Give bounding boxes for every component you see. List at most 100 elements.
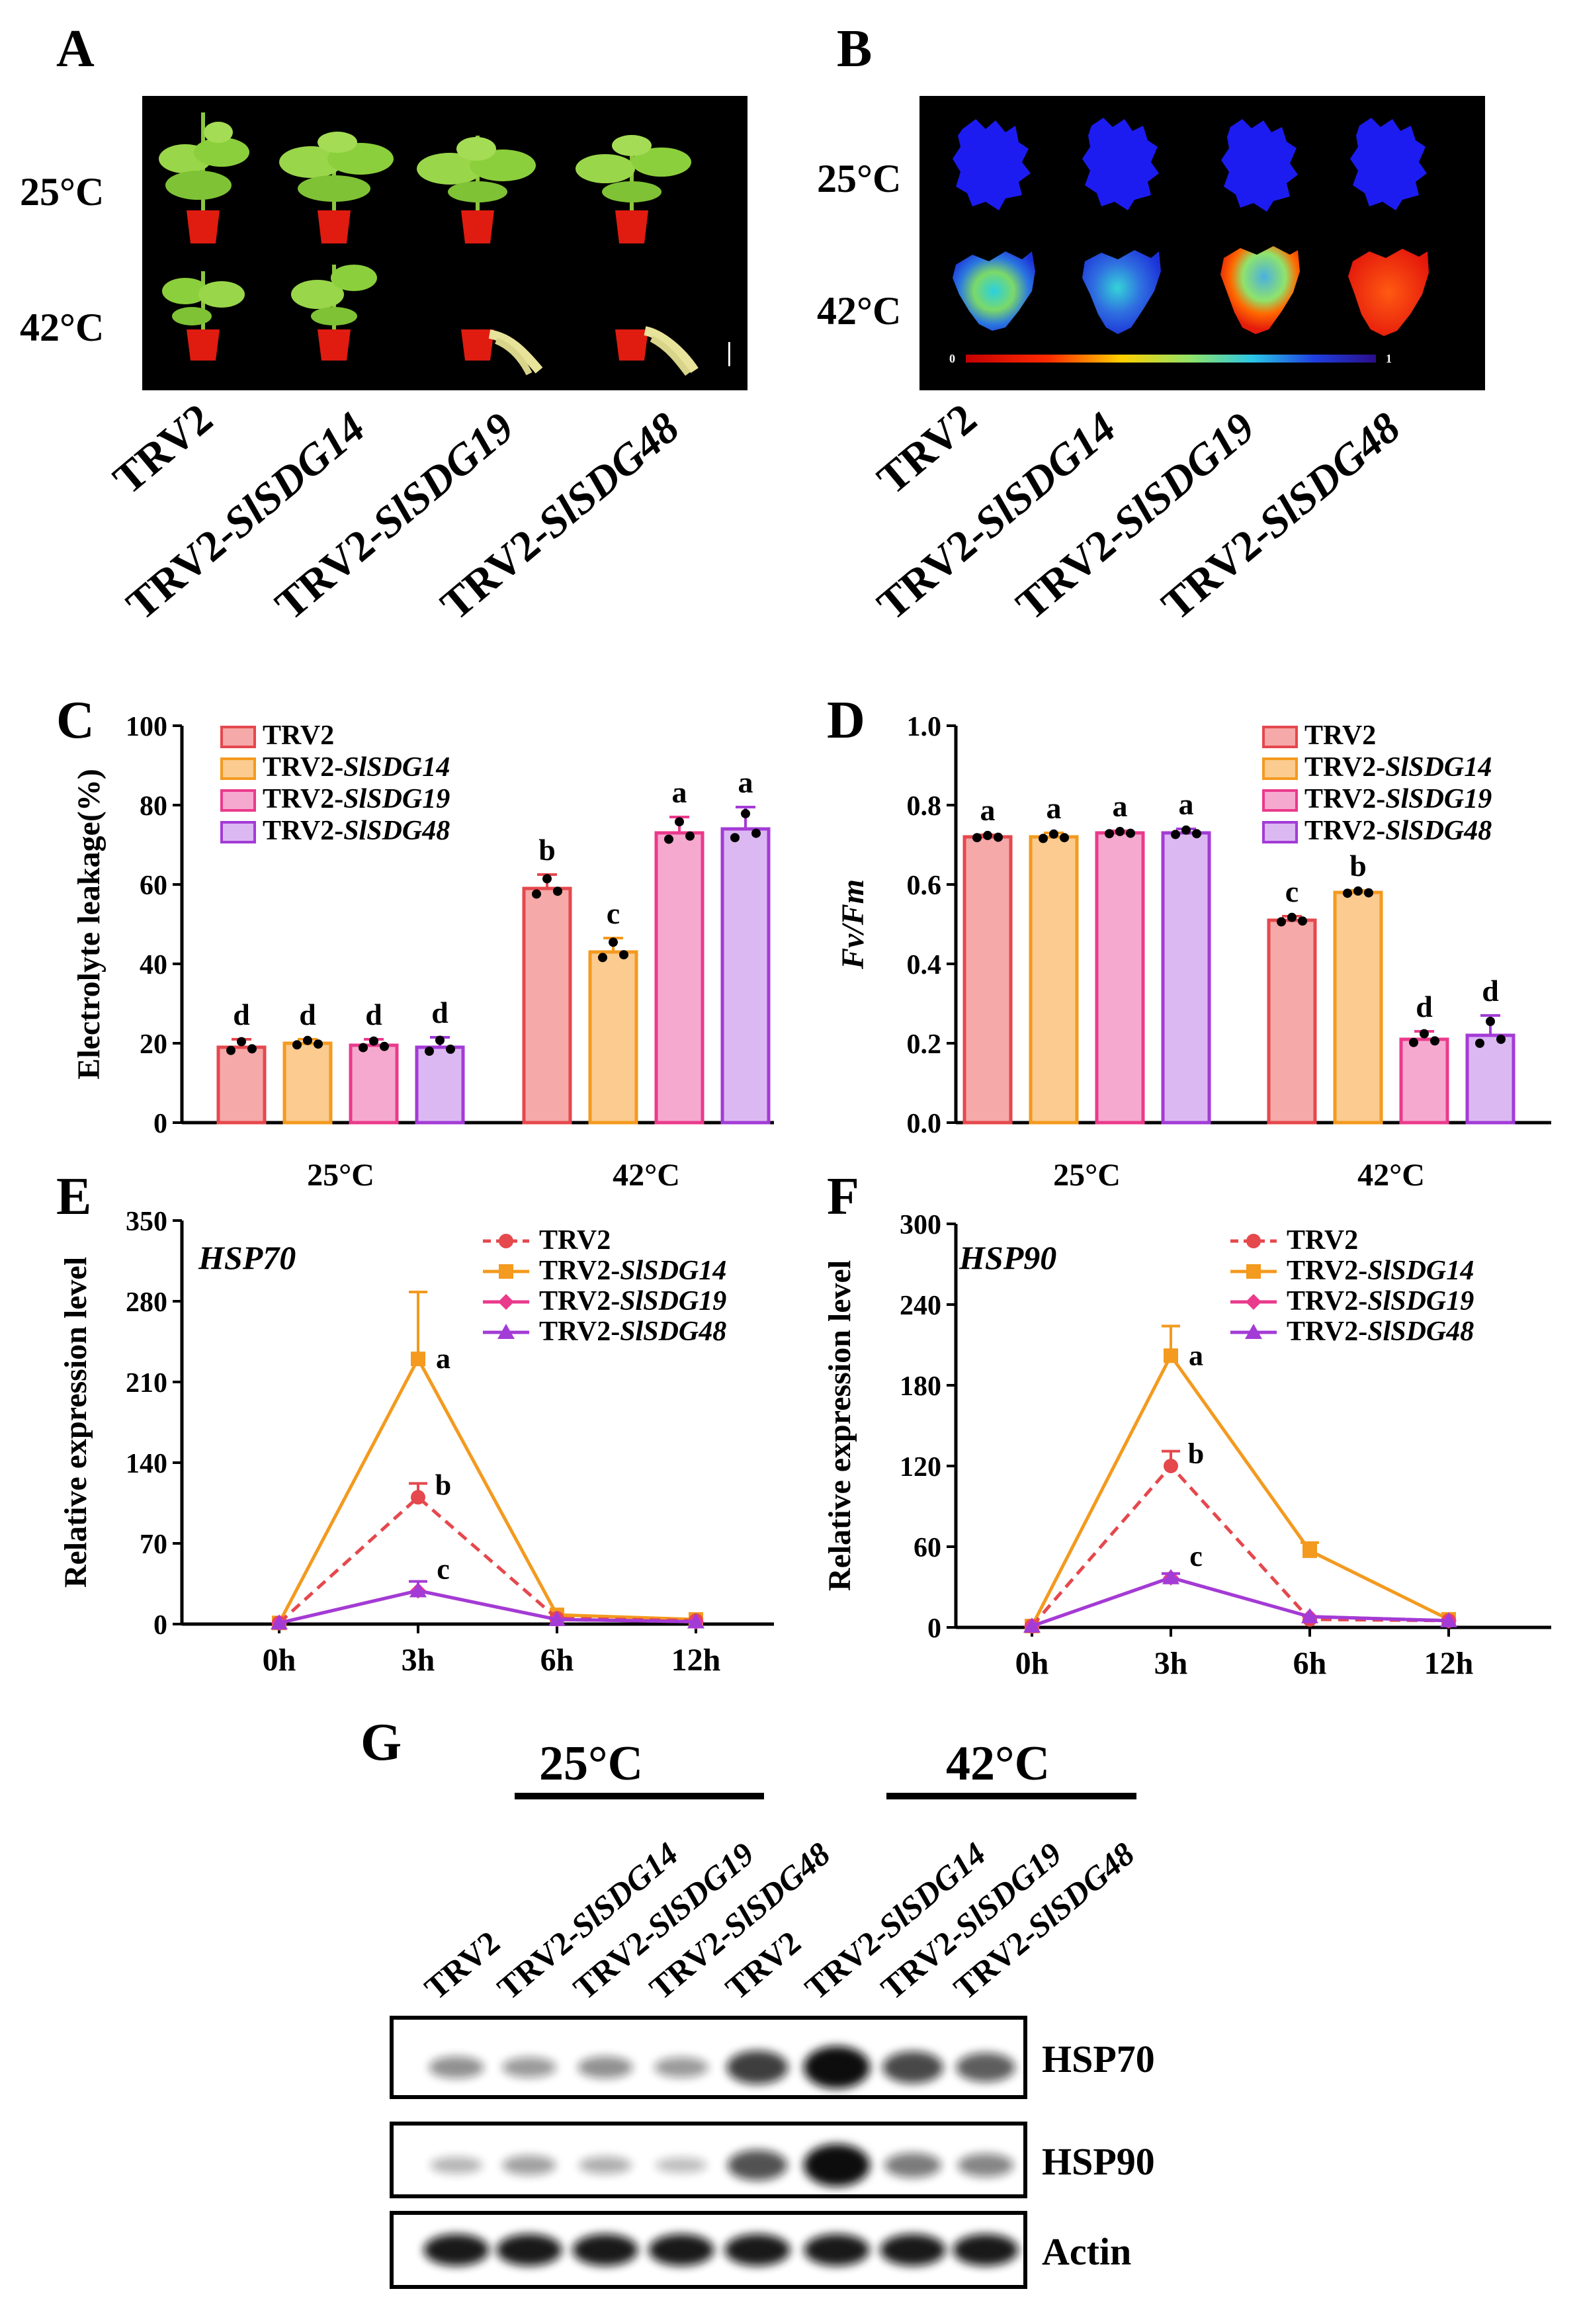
data-point — [1171, 830, 1180, 839]
blot-row-label: HSP90 — [1042, 2140, 1155, 2183]
panel-b-label-sdg19: TRV2-SlSDG19 — [1007, 403, 1264, 629]
blot-band — [957, 2153, 1014, 2177]
panel-label-G: G — [361, 1713, 402, 1772]
data-point — [292, 1040, 302, 1050]
data-point — [1364, 888, 1373, 898]
data-marker — [1162, 1569, 1179, 1584]
blot-band — [577, 2056, 633, 2079]
bar — [1267, 918, 1317, 1125]
x-tick-label: 6h — [1293, 1646, 1327, 1681]
legend-label: TRV2 — [539, 1225, 611, 1256]
bar — [1161, 831, 1211, 1125]
legend-label: TRV2-SlSDG48 — [1304, 816, 1492, 846]
panel-label-E: E — [56, 1168, 91, 1226]
bar — [282, 1041, 333, 1125]
legend-marker — [497, 1324, 515, 1339]
colorbar — [966, 355, 1376, 363]
x-tick-label: 0h — [263, 1643, 296, 1678]
leaf-42c-trv2 — [953, 251, 1035, 331]
panel-g-western-blot: 25°C 42°C TRV2TRV2-SlSDG14TRV2-SlSDG19TR… — [390, 1737, 1155, 2289]
data-point — [598, 953, 607, 963]
y-axis-label: Fv/Fm — [835, 879, 871, 970]
legend-label: TRV2-SlSDG19 — [539, 1286, 726, 1316]
data-point — [619, 950, 628, 960]
bar — [1095, 831, 1145, 1125]
y-tick-label: 0.8 — [907, 791, 942, 822]
data-point — [303, 1035, 312, 1045]
legend-marker — [499, 1234, 513, 1248]
data-point — [685, 831, 695, 841]
series-line — [1031, 1463, 1449, 1627]
data-point — [609, 937, 618, 947]
data-marker — [687, 1613, 704, 1629]
legend-marker — [1246, 1234, 1261, 1248]
lane-label: TRV2 — [417, 1924, 507, 2007]
bar — [962, 835, 1013, 1125]
plant-25c-trv2 — [159, 112, 249, 243]
bar — [216, 1045, 267, 1125]
bar — [654, 831, 704, 1125]
legend-swatch — [220, 789, 256, 812]
data-point — [1181, 825, 1191, 835]
significance-letter: b — [435, 1469, 451, 1501]
significance-letter: c — [437, 1553, 450, 1585]
data-point — [247, 1044, 257, 1054]
significance-letter: d — [1482, 974, 1499, 1008]
plant-42c-trv2 — [162, 271, 245, 361]
chart-c-electrolyte-leakage: 0 20 40 60 80 100 Electrolyte leakage(%) d d d d 25… — [71, 712, 774, 1193]
legend-label: TRV2-SlSDG48 — [539, 1316, 726, 1347]
data-marker — [1164, 1348, 1178, 1363]
y-tick-label: 0.4 — [907, 950, 942, 980]
data-point — [237, 1037, 246, 1047]
y-tick-label: 0 — [153, 1610, 167, 1641]
panel-a-label-trv2: TRV2 — [105, 394, 222, 503]
significance-letter: d — [1416, 990, 1433, 1023]
x-tick-label: 42°C — [613, 1158, 680, 1193]
data-point — [1287, 912, 1297, 922]
y-tick-label: 350 — [126, 1207, 167, 1237]
blot-band — [496, 2234, 562, 2266]
x-tick-label: 12h — [671, 1643, 721, 1678]
blot-band — [654, 2057, 708, 2078]
data-point — [532, 889, 541, 899]
blot-band — [430, 2157, 483, 2174]
legend-marker — [499, 1264, 513, 1279]
plant-42c-sdg19 — [461, 329, 543, 376]
y-tick-label: 180 — [900, 1371, 941, 1402]
plant-25c-sdg48 — [576, 135, 691, 243]
y-tick-label: 0 — [153, 1109, 167, 1139]
legend-label: TRV2-SlSDG14 — [263, 752, 450, 783]
y-axis-label: Relative expression level — [822, 1260, 857, 1591]
y-tick-label: 100 — [126, 712, 167, 742]
panel-b-label-trv2: TRV2 — [869, 394, 986, 503]
blot-band — [953, 2234, 1019, 2266]
blot-band — [726, 2050, 789, 2085]
leaf-42c-sdg19 — [1220, 246, 1300, 334]
y-tick-label: 0.2 — [907, 1029, 942, 1060]
panel-a-photo: | — [142, 96, 747, 390]
y-tick-label: 0.0 — [907, 1109, 942, 1139]
blot-band — [804, 2046, 870, 2088]
legend-marker — [1246, 1264, 1261, 1279]
legend-label: TRV2 — [1304, 720, 1376, 751]
bar — [720, 827, 771, 1125]
x-tick-label: 6h — [540, 1643, 574, 1678]
y-tick-label: 70 — [140, 1529, 167, 1560]
data-point — [1115, 826, 1125, 836]
blot-band — [579, 2156, 632, 2174]
leaf-42c-sdg14 — [1082, 250, 1161, 334]
chart-title: HSP70 — [198, 1239, 296, 1276]
panel-label-B: B — [837, 20, 872, 78]
data-point — [1277, 917, 1286, 927]
panel-a-row-label-25c: 25°C — [20, 170, 104, 214]
significance-letter: a — [436, 1342, 450, 1375]
series-line — [278, 1494, 697, 1625]
significance-letter: a — [1046, 791, 1062, 825]
panel-b-label-sdg48: TRV2-SlSDG48 — [1153, 403, 1410, 629]
blot-band — [429, 2056, 484, 2079]
significance-letter: d — [233, 998, 250, 1031]
data-point — [1420, 1029, 1429, 1039]
significance-letter: c — [1189, 1540, 1203, 1572]
data-point — [1298, 916, 1307, 926]
bar — [588, 950, 638, 1125]
